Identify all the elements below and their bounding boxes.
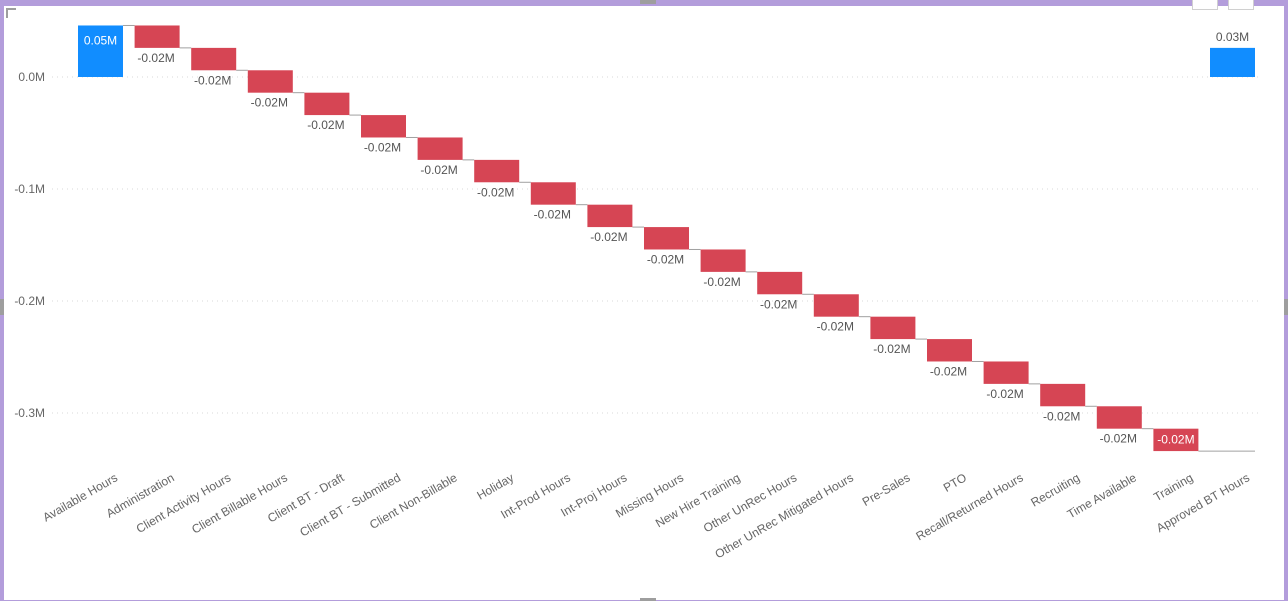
more-options-button[interactable]: [1228, 0, 1254, 10]
bar-9[interactable]: [587, 204, 633, 228]
data-label: -0.02M: [986, 387, 1023, 401]
bar-18[interactable]: [1096, 406, 1142, 429]
bar-20[interactable]: [1210, 47, 1255, 77]
bar-14[interactable]: [870, 316, 916, 340]
resize-handle-bottom[interactable]: [640, 598, 656, 601]
bar-13[interactable]: [813, 294, 859, 317]
y-tick-label: -0.2M: [14, 294, 45, 308]
data-label: -0.02M: [817, 320, 854, 334]
y-tick-label: -0.3M: [14, 406, 45, 420]
data-label: -0.02M: [534, 208, 571, 222]
data-label: -0.02M: [364, 140, 401, 154]
data-label: -0.02M: [194, 73, 231, 87]
bar-1[interactable]: [134, 25, 180, 48]
data-label: -0.02M: [1157, 433, 1194, 447]
data-label-highlight: [1155, 432, 1197, 447]
data-label: 0.03M: [1216, 30, 1249, 44]
bar-4[interactable]: [304, 92, 350, 116]
bar-11[interactable]: [700, 249, 746, 272]
y-tick-label: 0.0M: [18, 70, 45, 84]
bar-2[interactable]: [191, 47, 237, 71]
bar-3[interactable]: [247, 70, 293, 93]
data-label: -0.02M: [307, 118, 344, 132]
x-category-label: Holiday: [475, 470, 517, 502]
y-tick-label: -0.1M: [14, 182, 45, 196]
data-label: -0.02M: [477, 185, 514, 199]
bar-5[interactable]: [361, 115, 406, 138]
x-category-label: Client Billable Hours: [189, 470, 290, 536]
data-label: -0.02M: [930, 364, 967, 378]
bar-12[interactable]: [757, 271, 803, 295]
bar-0[interactable]: [78, 25, 123, 77]
bars[interactable]: [78, 25, 1255, 452]
y-axis: 0.0M -0.1M -0.2M -0.3M: [14, 70, 45, 420]
data-label: -0.02M: [703, 275, 740, 289]
data-label: -0.02M: [251, 96, 288, 110]
x-category-label: Client Activity Hours: [134, 470, 233, 535]
data-label: -0.02M: [590, 230, 627, 244]
bar-10[interactable]: [644, 227, 689, 250]
data-label: -0.02M: [760, 297, 797, 311]
x-category-label: Client BT - Submitted: [297, 470, 403, 539]
data-label: 0.05M: [84, 33, 117, 47]
resize-handle-left[interactable]: [0, 299, 4, 315]
data-label: -0.02M: [1043, 409, 1080, 423]
resize-handle-top[interactable]: [640, 0, 656, 4]
bar-17[interactable]: [1040, 383, 1086, 407]
x-category-label: Approved BT Hours: [1154, 470, 1252, 535]
x-category-label: PTO: [941, 470, 969, 494]
bar-6[interactable]: [417, 137, 463, 160]
x-category-label: Pre-Sales: [860, 470, 913, 508]
connectors: [123, 24, 1255, 452]
focus-mode-button[interactable]: [1192, 0, 1218, 10]
resize-handle-right[interactable]: [1284, 299, 1288, 315]
x-category-label: Other UnRec Hours: [701, 470, 799, 535]
x-category-label: Training: [1151, 470, 1195, 504]
data-labels: 0.05M -0.02M -0.02M -0.02M -0.02M -0.02M -0.02…: [84, 30, 1249, 447]
data-label: -0.02M: [873, 342, 910, 356]
bar-15[interactable]: [927, 339, 972, 362]
x-category-label: Recall/Returned Hours: [913, 470, 1025, 543]
bar-8[interactable]: [530, 182, 576, 205]
data-label: -0.02M: [1100, 432, 1137, 446]
bar-7[interactable]: [474, 159, 520, 183]
resize-handle-top-left[interactable]: [6, 8, 16, 18]
data-label: -0.02M: [647, 252, 684, 266]
data-label: -0.02M: [137, 51, 174, 65]
bar-16[interactable]: [983, 361, 1029, 384]
data-label: -0.02M: [420, 163, 457, 177]
